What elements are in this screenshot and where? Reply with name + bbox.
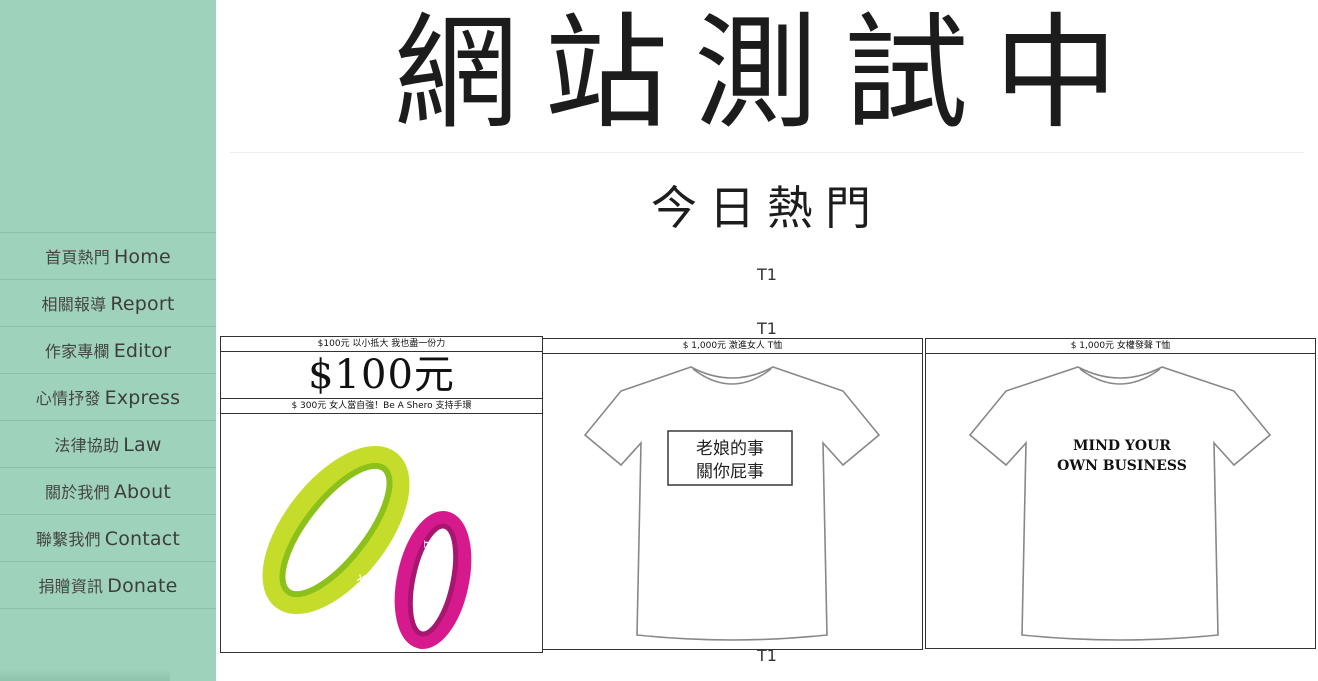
nav-item-express[interactable]: 心情抒發 Express (0, 373, 216, 420)
nav-item-report[interactable]: 相關報導 Report (0, 279, 216, 326)
nav-label-en: Donate (107, 575, 178, 597)
nav-label-zh: 作家專欄 (44, 342, 110, 361)
nav-label-zh: 捐贈資訊 (38, 577, 104, 596)
site-title: 網站測試中 (393, 2, 1144, 146)
nav-label-en: Express (104, 387, 181, 409)
tshirt-image[interactable]: MIND YOUR OWN BUSINESS (926, 353, 1315, 648)
sidebar: 首頁熱門 Home 相關報導 Report 作家專欄 Editor 心情抒發 Expre… (0, 0, 216, 681)
shirt-text-line1: 老娘的事 (696, 439, 764, 459)
product-caption[interactable]: $ 300元 女人當自強！Be A Shero 支持手環 (221, 399, 542, 414)
nav-label-en: Report (110, 293, 175, 315)
tshirt-image[interactable]: 老娘的事 關你屁事 (543, 353, 922, 649)
shirt-print-box (667, 430, 793, 486)
nav-item-law[interactable]: 法律協助 Law (0, 420, 216, 467)
nav-item-contact[interactable]: 聯繫我們 Contact (0, 514, 216, 561)
nav-label-zh: 法律協助 (54, 436, 120, 455)
section-title: 今日熱門 (651, 181, 883, 235)
nav-item-home[interactable]: 首頁熱門 Home (0, 232, 216, 279)
product-card-tshirt-1[interactable]: $ 1,000元 激進女人 T恤 老娘的事 關你屁事 (542, 338, 923, 650)
nav-label-en: Editor (113, 340, 172, 362)
donation-product[interactable]: $100元 以小抵大 我也盡一份力 $100元 (221, 337, 542, 399)
divider (230, 152, 1304, 153)
nav-label-zh: 相關報導 (41, 295, 107, 314)
nav-label-en: Contact (104, 528, 181, 550)
nav-label-en: Law (123, 434, 162, 456)
placeholder-label: T1 (757, 265, 777, 284)
bracelet-product[interactable]: $ 300元 女人當自強！Be A Shero 支持手環 女人當自強！ Be A… (221, 399, 542, 649)
shirt-text-line1: MIND YOUR (1073, 438, 1171, 454)
nav-label-zh: 首頁熱門 (45, 248, 110, 267)
nav-label-zh: 心情抒發 (35, 389, 101, 408)
bracelet-text-pink: Be A Shero (418, 540, 437, 620)
nav-item-donate[interactable]: 捐贈資訊 Donate (0, 561, 216, 609)
product-card-left: $100元 以小抵大 我也盡一份力 $100元 $ 300元 女人當自強！Be … (220, 336, 543, 653)
nav-item-editor[interactable]: 作家專欄 Editor (0, 326, 216, 373)
nav-label-en: About (113, 481, 171, 503)
nav-label-zh: 聯繫我們 (35, 530, 101, 549)
main-nav: 首頁熱門 Home 相關報導 Report 作家專欄 Editor 心情抒發 Expre… (0, 232, 216, 609)
sidebar-bottom-shade (0, 669, 170, 681)
nav-item-about[interactable]: 關於我們 About (0, 467, 216, 514)
nav-label-zh: 關於我們 (45, 483, 110, 502)
donation-price[interactable]: $100元 (221, 352, 542, 399)
product-caption[interactable]: $ 1,000元 女權發聲 T恤 (926, 339, 1315, 354)
shirt-text-line2: OWN BUSINESS (1057, 458, 1187, 474)
shirt-text-line2: 關你屁事 (696, 462, 764, 482)
product-card-tshirt-2[interactable]: $ 1,000元 女權發聲 T恤 MIND YOUR OWN BUSINESS (925, 338, 1316, 649)
product-caption[interactable]: $100元 以小抵大 我也盡一份力 (221, 337, 542, 352)
product-caption[interactable]: $ 1,000元 激進女人 T恤 (543, 339, 922, 354)
placeholder-label: T1 (757, 319, 777, 338)
placeholder-label: T1 (757, 646, 777, 665)
bracelet-image[interactable]: 女人當自強！ Be A Shero (221, 410, 542, 652)
nav-label-en: Home (113, 246, 171, 268)
